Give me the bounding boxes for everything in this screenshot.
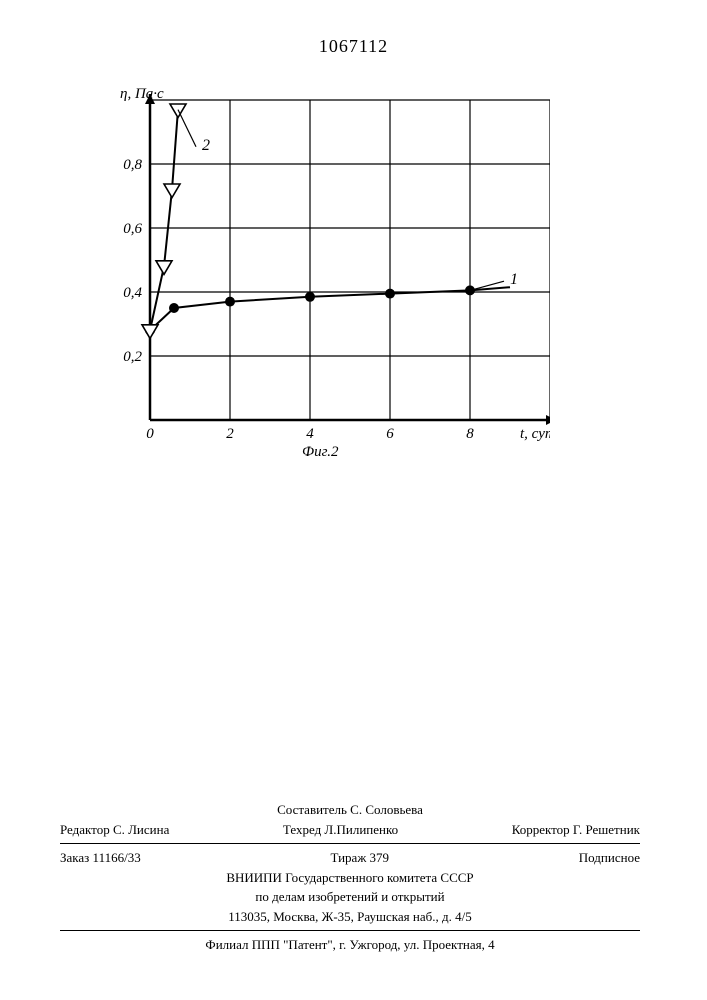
page-number: 1067112 [0,36,707,57]
svg-text:0,6: 0,6 [123,221,142,237]
corrector: Корректор Г. Решетник [512,820,640,840]
circulation: Тираж 379 [330,848,389,868]
svg-text:0,8: 0,8 [123,157,142,173]
svg-text:4: 4 [306,426,314,442]
divider [60,930,640,931]
viscosity-chart: 0,2 0,4 0,6 0,8 0 2 4 6 8 η, Па·с t, сутки 1 2 Фиг.2 [90,80,550,465]
footer-block: Составитель С. Соловьева Редактор С. Лис… [60,800,640,955]
compiler: Составитель С. Соловьева [60,800,640,820]
svg-text:t, сутки: t, сутки [520,426,550,442]
svg-text:η, Па·с: η, Па·с [120,86,164,102]
order: Заказ 11166/33 [60,848,141,868]
org-line-1: ВНИИПИ Государственного комитета СССР [60,868,640,888]
svg-text:0,2: 0,2 [123,349,142,365]
svg-text:2: 2 [226,426,234,442]
svg-text:0,4: 0,4 [123,285,142,301]
svg-text:Фиг.2: Фиг.2 [302,444,339,460]
svg-text:0: 0 [146,426,154,442]
editor: Редактор С. Лисина [60,820,169,840]
org-line-2: по делам изобретений и открытий [60,887,640,907]
svg-text:1: 1 [510,271,518,288]
svg-text:6: 6 [386,426,394,442]
svg-text:2: 2 [202,137,210,154]
subscription: Подписное [579,848,640,868]
address-2: Филиал ППП "Патент", г. Ужгород, ул. Про… [60,935,640,955]
svg-text:8: 8 [466,426,474,442]
tech-editor: Техред Л.Пилипенко [283,820,398,840]
address-1: 113035, Москва, Ж-35, Раушская наб., д. … [60,907,640,927]
divider [60,843,640,844]
